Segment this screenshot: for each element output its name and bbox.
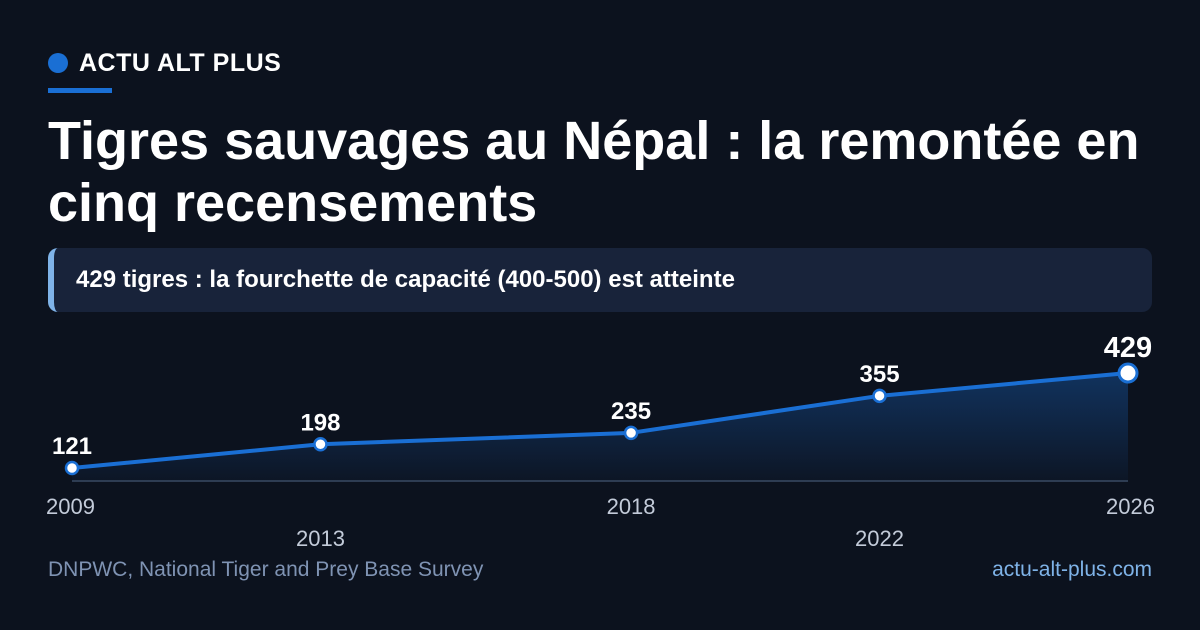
x-tick-label: 2013	[296, 526, 345, 551]
data-label: 429	[1104, 332, 1152, 364]
x-tick-label: 2018	[607, 494, 656, 519]
data-point	[1117, 362, 1139, 384]
brand: ACTU ALT PLUS	[48, 48, 281, 78]
x-tick-label: 2022	[855, 526, 904, 551]
data-point	[313, 437, 328, 452]
callout-text: 429 tigres : la fourchette de capacité (…	[76, 266, 735, 293]
data-point	[623, 425, 639, 441]
data-label: 235	[611, 398, 651, 425]
x-tick-label: 2026	[1106, 494, 1155, 519]
data-label: 121	[52, 433, 92, 460]
callout-box: 429 tigres : la fourchette de capacité (…	[48, 248, 1152, 312]
headline: Tigres sauvages au Népal : la remontée e…	[48, 111, 1140, 233]
brand-underline	[48, 88, 112, 93]
data-point	[64, 460, 80, 476]
data-point	[872, 388, 887, 404]
site-link[interactable]: actu-alt-plus.com	[992, 558, 1152, 581]
brand-dot-icon	[48, 53, 68, 73]
tiger-population-chart: 121 2009 198 2013 235 2018 355 2022 429 2026	[46, 332, 1155, 551]
data-label: 198	[300, 409, 340, 436]
brand-name: ACTU ALT PLUS	[79, 48, 282, 77]
x-tick-label: 2009	[46, 494, 95, 519]
source-credit: DNPWC, National Tiger and Prey Base Surv…	[48, 558, 484, 581]
data-label: 355	[860, 361, 900, 388]
